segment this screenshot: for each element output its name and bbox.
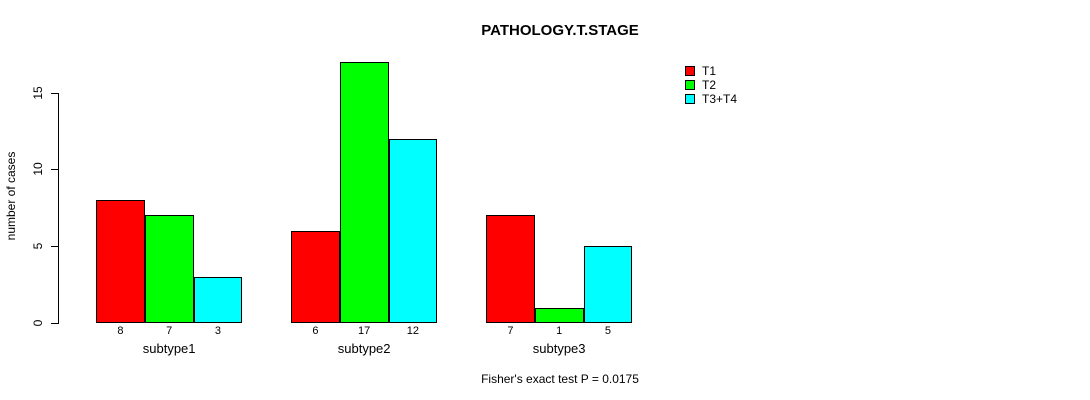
legend-item-T3+T4: T3+T4 bbox=[685, 92, 737, 106]
y-tick-label: 15 bbox=[31, 85, 45, 100]
legend-swatch-icon bbox=[685, 80, 695, 90]
y-tick-label: 10 bbox=[31, 162, 45, 177]
bar-value-label: 17 bbox=[358, 325, 371, 337]
bar-subtype3-T1 bbox=[486, 215, 535, 323]
bar-subtype3-T3+T4 bbox=[583, 246, 633, 323]
y-tick-label: 0 bbox=[31, 319, 45, 327]
bar-subtype2-T3+T4 bbox=[388, 138, 438, 323]
y-tick-mark bbox=[51, 92, 58, 94]
footnote: Fisher's exact test P = 0.0175 bbox=[481, 372, 639, 386]
legend-swatch-icon bbox=[685, 94, 695, 104]
y-tick-mark bbox=[51, 246, 58, 248]
bar-value-label: 7 bbox=[507, 325, 514, 337]
bar-value-label: 1 bbox=[556, 325, 563, 337]
legend-item-T2: T2 bbox=[685, 78, 737, 92]
bar-subtype1-T2 bbox=[144, 215, 194, 323]
legend: T1 T2 T3+T4 bbox=[685, 64, 737, 106]
bar-subtype1-T3+T4 bbox=[193, 276, 243, 323]
x-category-label: subtype2 bbox=[337, 341, 391, 356]
bar-subtype2-T1 bbox=[291, 230, 340, 323]
chart-title: PATHOLOGY.T.STAGE bbox=[481, 22, 639, 39]
bar-value-label: 12 bbox=[406, 325, 419, 337]
y-axis-line bbox=[58, 92, 59, 324]
bar-subtype1-T1 bbox=[96, 200, 145, 323]
bar-subtype3-T2 bbox=[534, 307, 584, 323]
x-category-label: subtype1 bbox=[142, 341, 196, 356]
bar-value-label: 7 bbox=[166, 325, 173, 337]
bar-value-label: 5 bbox=[604, 325, 611, 337]
y-tick-label: 5 bbox=[31, 242, 45, 250]
bar-value-label: 8 bbox=[117, 325, 124, 337]
legend-swatch-icon bbox=[685, 66, 695, 76]
bar-value-label: 6 bbox=[312, 325, 319, 337]
legend-label: T2 bbox=[702, 78, 717, 92]
x-category-label: subtype3 bbox=[532, 341, 586, 356]
legend-item-T1: T1 bbox=[685, 64, 737, 78]
y-tick-mark bbox=[51, 169, 58, 171]
y-tick-mark bbox=[51, 323, 58, 324]
y-axis-title: number of cases bbox=[4, 151, 18, 241]
legend-label: T3+T4 bbox=[702, 92, 738, 106]
bar-value-label: 3 bbox=[214, 325, 221, 337]
bar-subtype2-T2 bbox=[339, 61, 389, 323]
legend-label: T1 bbox=[702, 64, 717, 78]
